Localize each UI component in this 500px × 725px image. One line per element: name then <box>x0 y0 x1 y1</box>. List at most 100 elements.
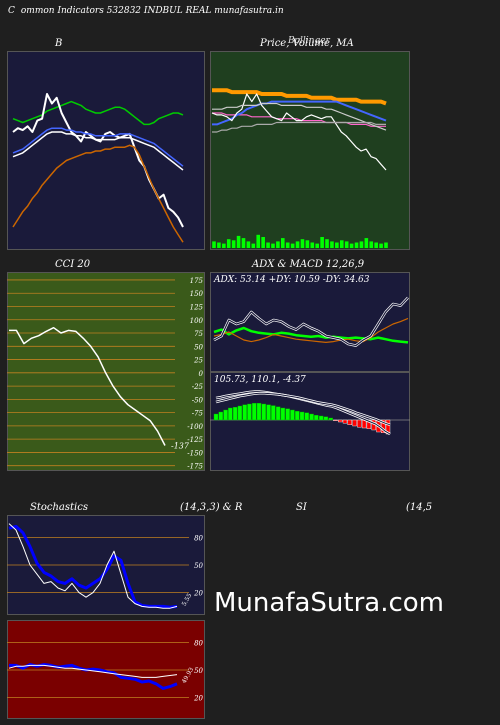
osc-tick-label: 80 <box>194 534 203 542</box>
cci-line <box>9 326 166 446</box>
bollinger-line-0 <box>12 100 184 126</box>
adx-readout: ADX: 53.14 +DY: 10.59 -DY: 34.63 <box>214 275 370 285</box>
volume-bar <box>325 239 329 248</box>
adx-title: ADX & MACD 12,26,9 <box>252 259 365 270</box>
volume-bar <box>320 237 324 248</box>
bollinger-line-2 <box>12 127 184 167</box>
macd-hist-bar <box>218 411 223 421</box>
volume-bar <box>231 240 236 248</box>
adx-line-inner <box>213 297 409 347</box>
osc-line-0 <box>8 524 178 609</box>
price-chart <box>211 88 388 248</box>
cci-tick-label: -25 <box>192 383 204 391</box>
macd-hist-bar <box>328 417 333 421</box>
price-title-text: Price, Volume, MA <box>260 38 354 49</box>
volume-bar <box>251 243 256 248</box>
volume-bar <box>344 241 349 248</box>
stoch-title-left: Stochastics <box>30 502 88 513</box>
volume-bar <box>226 239 231 248</box>
cci-tick-label: 0 <box>199 370 204 378</box>
volume-bar <box>305 240 310 248</box>
macd-hist-bar <box>290 409 295 421</box>
price-line-4 <box>212 102 387 131</box>
volume-bar <box>290 243 295 248</box>
adx-line-0 <box>213 326 409 344</box>
macd-hist-bar <box>352 419 357 427</box>
adx-line-1 <box>213 317 409 344</box>
macd-hist-bar <box>252 403 257 421</box>
cci-value-label: -137 <box>171 442 190 451</box>
osc-tick-label: 20 <box>193 590 203 598</box>
volume-bar <box>217 242 221 248</box>
bollinger-line-3 <box>12 131 184 171</box>
macd-hist-bar <box>228 407 233 421</box>
osc-value-label: 49.93 <box>181 666 196 685</box>
macd-hist-bar <box>266 404 271 421</box>
header-left-char: C <box>8 6 15 16</box>
macd-hist-bar <box>223 409 228 421</box>
cci-tick-label: -125 <box>187 436 203 444</box>
rsi-title-right: (14,5 <box>406 502 433 513</box>
cci-tick-label: 150 <box>190 290 204 298</box>
volume-bar <box>266 242 270 248</box>
macd-hist-bar <box>342 419 348 424</box>
volume-bar <box>374 242 378 248</box>
volume-bar <box>379 243 383 248</box>
macd-hist-bar <box>304 412 309 421</box>
volume-bar <box>261 237 265 248</box>
cci-tick-label: 25 <box>193 357 203 365</box>
macd-hist-bar <box>271 405 276 421</box>
macd-hist-bar <box>280 407 286 421</box>
volume-bar <box>359 241 364 248</box>
bollinger-title: B <box>55 38 63 49</box>
header-text: ommon Indicators 532832 INDBUL REAL muna… <box>20 6 284 16</box>
volume-bar <box>212 241 216 248</box>
bollinger-line-1 <box>12 93 184 228</box>
volume-bar <box>384 242 388 248</box>
volume-bar <box>276 241 280 248</box>
macd-hist-bar <box>318 415 324 421</box>
volume-bar <box>300 239 305 248</box>
bollinger-chart <box>12 93 184 243</box>
osc-line-1 <box>8 523 178 609</box>
rsi-strip-panel <box>7 620 205 719</box>
watermark: MunafaSutra.com <box>214 588 445 618</box>
volume-bar <box>335 242 339 248</box>
osc-tick-label: 50 <box>194 562 203 570</box>
cci-tick-label: -50 <box>192 396 204 404</box>
macd-hist-bar <box>295 411 300 421</box>
volume-bar <box>285 242 290 248</box>
osc-tick-label: 20 <box>193 695 203 703</box>
volume-bar <box>330 241 334 248</box>
macd-hist-bar <box>357 419 362 428</box>
price-title: Price, Volume, MA <box>260 38 354 49</box>
stoch-chart: 80 50 205.55 <box>7 523 204 609</box>
macd-hist-bar <box>347 419 352 426</box>
cci-tick-label: 50 <box>194 343 203 351</box>
cci-chart: 175 150 125 100 75 50 25 0 -25 -50 -75 -100 -125 -150… <box>7 277 204 471</box>
macd-hist-bar <box>299 411 305 421</box>
price-line-0 <box>212 88 387 106</box>
macd-hist-bar <box>338 419 343 423</box>
price-line-5 <box>212 121 386 133</box>
price-line-2 <box>212 100 387 126</box>
volume-bar <box>369 241 374 248</box>
macd-hist-bar <box>323 416 329 421</box>
macd-readout: 105.73, 110.1, -4.37 <box>214 375 306 385</box>
volume-bar <box>364 238 369 248</box>
cci-tick-label: -150 <box>187 449 203 457</box>
price-title-overlap: Bollinger <box>288 36 330 46</box>
osc-line-1 <box>8 664 178 678</box>
volume-bar <box>236 235 241 248</box>
volume-bar <box>281 238 285 248</box>
volume-bar <box>246 241 251 248</box>
adx-panel <box>210 272 410 372</box>
volume-bar <box>315 243 319 248</box>
price-line-3 <box>211 93 387 171</box>
macd-hist-bar <box>242 404 247 421</box>
cci-tick-label: 125 <box>190 303 204 311</box>
adx-chart <box>213 296 409 347</box>
volume-bar <box>241 238 246 248</box>
rsi-strip-chart: 80 50 20 49.93 <box>7 639 204 703</box>
